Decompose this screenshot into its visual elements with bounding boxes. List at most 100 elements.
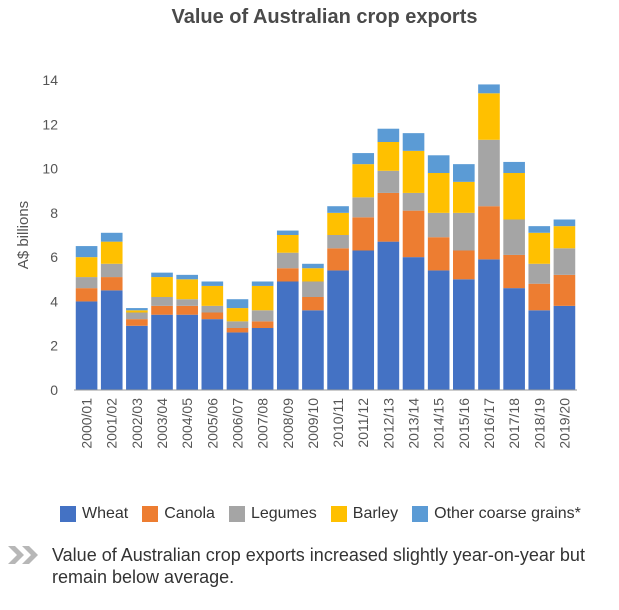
- bar-segment-legumes-2006-07: [226, 321, 249, 328]
- bar-segment-other-coarse-grains-2003-04: [151, 272, 173, 278]
- bar-segment-wheat-2002-03: [126, 325, 148, 390]
- bar-segment-wheat-2004-05: [176, 314, 198, 390]
- bar-segment-legumes-2007-08: [251, 310, 274, 322]
- bar-segment-other-coarse-grains-2002-03: [126, 308, 148, 311]
- bar-segment-legumes-2002-03: [126, 312, 148, 320]
- x-tick-label: 2010/11: [330, 398, 346, 448]
- x-tick-label: 2004/05: [179, 398, 195, 449]
- x-tick-label: 2001/02: [104, 398, 120, 449]
- bar-segment-other-coarse-grains-2006-07: [226, 299, 249, 309]
- bar-segment-canola-2015-16: [453, 250, 475, 280]
- bar-segment-wheat-2003-04: [151, 314, 173, 390]
- y-tick-label: 6: [50, 249, 58, 265]
- bar-segment-other-coarse-grains-2005-06: [201, 281, 224, 286]
- bars-group: [75, 84, 576, 390]
- bar-segment-wheat-2014-15: [427, 270, 450, 390]
- x-tick-label: 2016/17: [481, 398, 497, 449]
- bar-segment-canola-2010-11: [327, 248, 349, 271]
- bar-segment-wheat-2012-13: [377, 241, 400, 390]
- bar-segment-barley-2005-06: [201, 285, 224, 306]
- legend-item: Barley: [330, 505, 399, 523]
- bar-segment-barley-2018-19: [528, 232, 551, 264]
- bar-segment-canola-2004-05: [176, 305, 198, 315]
- double-chevron-right-icon: [8, 544, 52, 588]
- bar-segment-canola-2007-08: [251, 321, 274, 328]
- legend-swatch: [412, 506, 429, 522]
- bar-segment-wheat-2000-01: [75, 301, 98, 390]
- chart-legend: Wheat Canola Legumes Barley Other coarse gra…: [60, 501, 619, 527]
- bar-segment-other-coarse-grains-2001-02: [100, 232, 123, 242]
- bar-segment-wheat-2016-17: [478, 259, 500, 390]
- y-tick-label: 2: [50, 338, 58, 354]
- bar-segment-barley-2004-05: [176, 279, 198, 300]
- bar-segment-other-coarse-grains-2007-08: [251, 281, 274, 286]
- bar-segment-wheat-2015-16: [453, 279, 475, 390]
- bar-segment-wheat-2010-11: [327, 270, 349, 390]
- bar-segment-legumes-2001-02: [100, 263, 123, 278]
- bar-segment-canola-2013-14: [402, 210, 425, 258]
- y-tick-label: 14: [42, 72, 58, 88]
- y-tick-label: 10: [42, 161, 58, 177]
- x-tick-label: 2003/04: [154, 398, 170, 449]
- bar-segment-barley-2017-18: [503, 173, 525, 220]
- y-tick-label: 0: [50, 382, 58, 398]
- bar-segment-canola-2002-03: [126, 319, 148, 326]
- bar-segment-canola-2018-19: [528, 283, 551, 311]
- legend-item: Wheat: [60, 505, 128, 523]
- bar-segment-wheat-2018-19: [528, 310, 551, 390]
- y-tick-labels: 0 2 4 6 8 10 12 14: [42, 72, 58, 398]
- bar-segment-legumes-2011-12: [352, 197, 375, 218]
- bar-segment-other-coarse-grains-2019-20: [553, 219, 576, 227]
- x-tick-label: 2007/08: [255, 398, 271, 449]
- bar-segment-legumes-2010-11: [327, 235, 349, 249]
- bar-segment-legumes-2000-01: [75, 277, 98, 289]
- bar-segment-canola-2009-10: [302, 297, 324, 311]
- bar-segment-canola-2012-13: [377, 192, 400, 242]
- x-tick-label: 2008/09: [280, 398, 296, 449]
- bar-segment-wheat-2013-14: [402, 257, 425, 390]
- bar-segment-barley-2016-17: [478, 93, 500, 140]
- x-tick-label: 2014/15: [431, 398, 447, 449]
- bar-segment-other-coarse-grains-2014-15: [427, 155, 450, 173]
- legend-label: Legumes: [250, 505, 317, 522]
- y-tick-label: 4: [50, 293, 58, 309]
- bar-segment-wheat-2001-02: [100, 290, 123, 390]
- legend-item: Other coarse grains*: [412, 505, 581, 523]
- bar-segment-legumes-2016-17: [478, 139, 500, 207]
- bar-segment-canola-2008-09: [276, 268, 299, 282]
- bar-segment-canola-2006-07: [226, 328, 249, 333]
- bar-segment-legumes-2014-15: [427, 212, 450, 238]
- bar-segment-barley-2002-03: [126, 310, 148, 313]
- bar-segment-wheat-2006-07: [226, 332, 249, 390]
- bar-segment-wheat-2009-10: [302, 310, 324, 390]
- bar-segment-other-coarse-grains-2004-05: [176, 274, 198, 280]
- x-tick-label: 2006/07: [229, 398, 245, 449]
- footnote: Value of Australian crop exports increas…: [8, 544, 608, 588]
- bar-segment-barley-2015-16: [453, 181, 475, 213]
- x-tick-labels: 2000/01 2001/02 2002/03 2003/04 2004/05 2005/…: [79, 398, 573, 449]
- y-axis-label: A$ billions: [15, 201, 32, 269]
- bar-segment-other-coarse-grains-2009-10: [302, 263, 324, 269]
- legend-swatch: [142, 506, 159, 522]
- footnote-text: Value of Australian crop exports increas…: [52, 545, 585, 587]
- bar-segment-barley-2000-01: [75, 257, 98, 278]
- bar-segment-canola-2003-04: [151, 305, 173, 315]
- legend-label: Other coarse grains*: [434, 505, 581, 522]
- stacked-bar-chart: 2000/01 2001/02 2002/03 2003/04 2004/05 2005/…: [15, 72, 577, 449]
- legend-label: Wheat: [82, 505, 129, 522]
- x-tick-label: 2017/18: [506, 398, 522, 449]
- bar-segment-canola-2019-20: [553, 274, 576, 306]
- bar-segment-barley-2014-15: [427, 173, 450, 213]
- bar-segment-other-coarse-grains-2012-13: [377, 128, 400, 142]
- legend-label: Barley: [352, 505, 399, 522]
- legend-swatch: [228, 506, 245, 522]
- bar-segment-other-coarse-grains-2018-19: [528, 226, 551, 233]
- bar-segment-wheat-2011-12: [352, 250, 375, 390]
- bar-segment-wheat-2005-06: [201, 319, 224, 390]
- legend-item: Canola: [142, 505, 215, 523]
- x-tick-label: 2002/03: [129, 398, 145, 449]
- bar-segment-barley-2008-09: [276, 235, 299, 253]
- legend-label: Canola: [164, 505, 215, 522]
- x-tick-label: 2015/16: [456, 398, 472, 449]
- bar-segment-other-coarse-grains-2016-17: [478, 84, 500, 94]
